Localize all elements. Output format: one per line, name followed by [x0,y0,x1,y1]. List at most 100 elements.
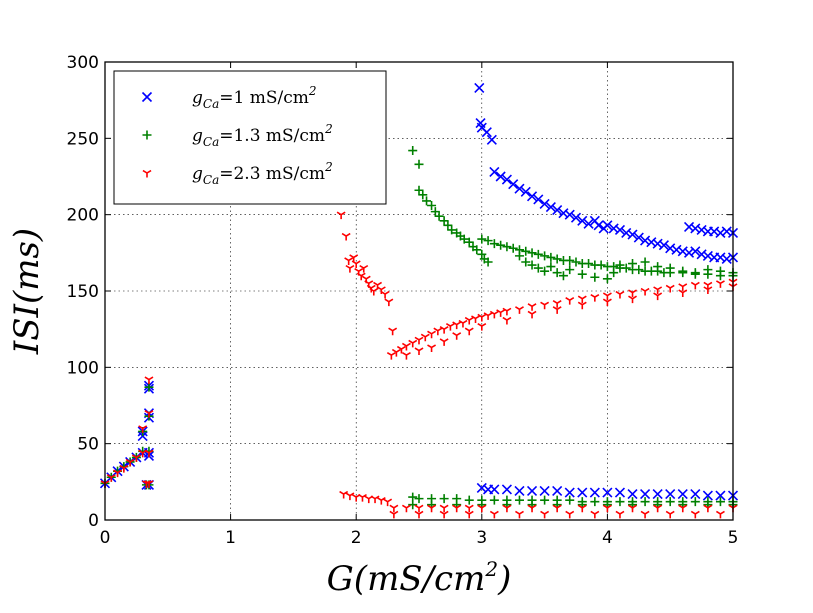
data-point [552,268,562,278]
data-point [602,292,612,301]
data-point [351,260,361,269]
data-point [520,186,531,197]
data-point [565,255,575,265]
data-point [144,376,154,385]
y-axis-label: ISI(ms) [7,228,47,355]
data-point [144,382,154,392]
data-point [640,497,650,507]
data-point [558,271,568,281]
data-point [653,504,663,513]
data-point [628,259,638,269]
data-point [439,326,449,334]
data-point [552,205,563,216]
data-point [401,342,411,351]
data-point [584,259,594,269]
data-point [715,497,725,507]
data-point [715,266,725,276]
data-point [614,224,626,235]
data-point [640,257,650,267]
data-point [489,484,500,495]
data-point [434,211,444,221]
data-point [533,194,544,205]
x-tick-label: 2 [351,528,362,548]
x-tick-label: 5 [728,528,739,548]
data-point [658,240,669,251]
y-tick-label: 150 [67,282,99,302]
data-point [515,306,524,314]
data-point [690,268,700,278]
data-point [627,488,638,500]
x-tick-label: 3 [476,528,487,548]
data-point [459,234,469,244]
legend-label-part: Ca [203,97,219,111]
legend-label-part: g [192,126,203,146]
y-tick-label: 250 [67,129,99,149]
data-point [502,307,512,316]
data-point [430,207,440,217]
data-point [696,224,707,235]
data-point [474,82,485,94]
data-point [540,266,550,276]
data-point [414,504,424,513]
data-point [715,227,726,239]
data-point [341,232,351,241]
data-point [565,297,575,305]
data-point [483,312,493,320]
data-point [383,498,393,507]
data-point [596,260,606,270]
data-point [452,332,462,340]
data-point [652,238,663,249]
data-point [715,490,726,501]
data-point [558,208,569,219]
data-point [414,494,424,504]
data-point [533,249,543,259]
data-point [546,252,556,262]
data-point [433,327,443,336]
data-point [683,221,695,232]
data-point [678,504,688,513]
data-point [125,458,135,467]
data-point [521,246,531,256]
data-point [577,269,587,279]
legend-marker-3 [142,169,152,178]
data-point [521,257,531,267]
data-point [144,480,154,488]
data-point [690,510,700,519]
data-point [527,260,537,270]
data-point [464,495,474,505]
data-point [439,510,449,519]
data-point [445,322,455,331]
data-point [533,263,543,273]
data-point [608,223,619,234]
data-point [483,257,493,267]
legend-label-part: =1.3 mS/cm [219,126,325,146]
data-point [452,321,462,330]
data-point [590,497,600,507]
data-point [427,201,437,211]
data-point [577,215,588,226]
data-point [422,196,432,206]
data-point [602,504,612,513]
data-point [671,244,682,255]
data-point [408,500,418,510]
data-point [570,212,582,223]
legend-label-part: g [192,88,203,108]
data-point [464,237,474,247]
legend-label-3: gCa=2.3 mS/cm2 [192,160,333,187]
data-point [414,336,424,345]
data-point [527,248,537,258]
y-tick-label: 200 [67,206,99,226]
legend-box [113,70,387,205]
data-point [408,339,418,348]
data-point [614,487,626,498]
data-point [418,190,428,200]
data-point [577,504,587,513]
data-point [471,315,480,323]
data-point [502,242,512,252]
data-point [678,266,688,276]
data-point [565,495,575,505]
data-point [665,497,675,507]
data-point [106,474,116,482]
data-point [502,316,512,325]
